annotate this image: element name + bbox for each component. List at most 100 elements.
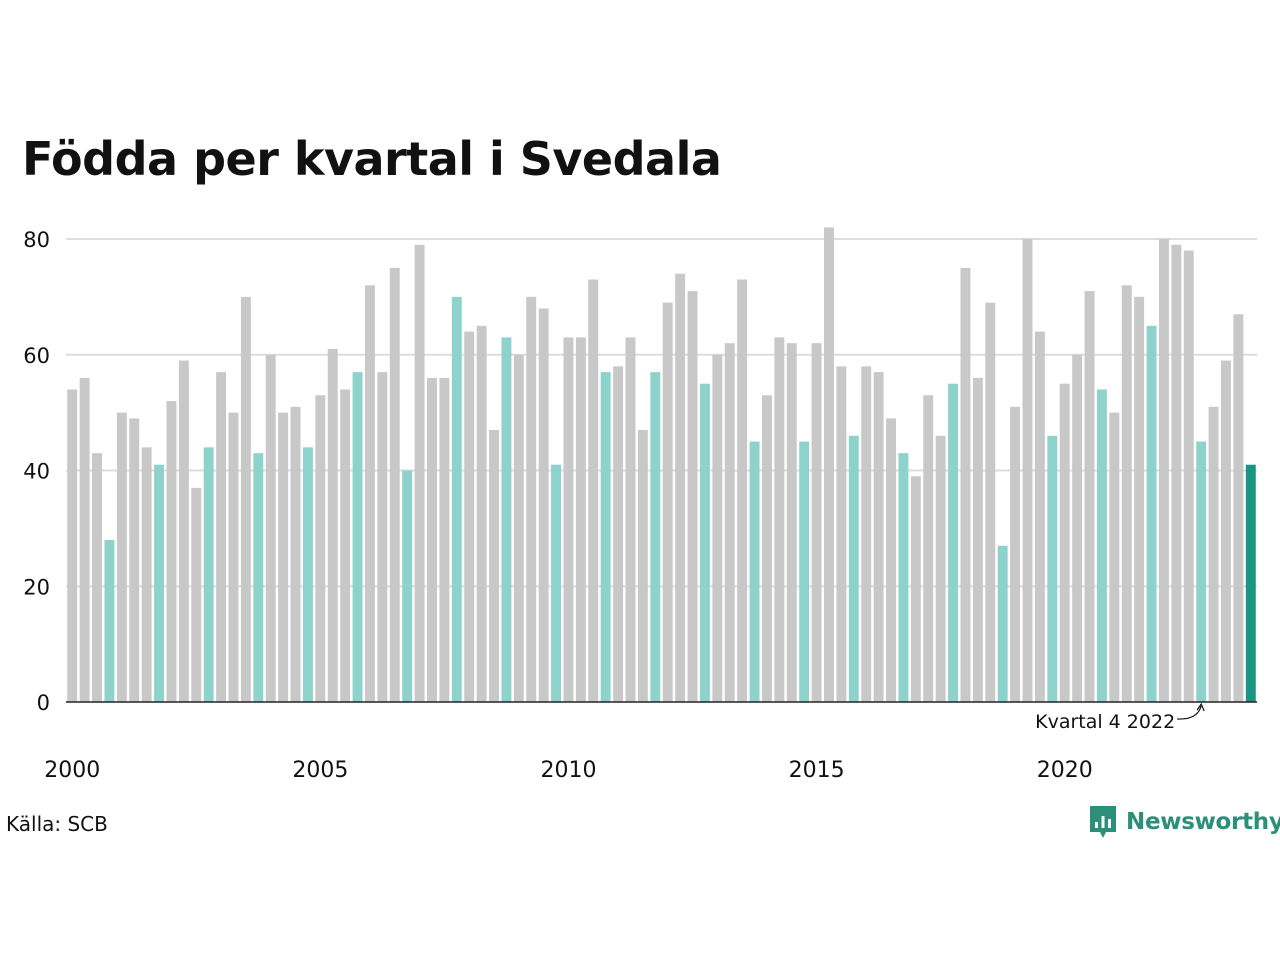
y-tick-label: 20 [23,575,50,599]
bar [588,279,599,702]
chart-title: Födda per kvartal i Svedala [22,132,722,186]
x-tick-label: 2020 [1037,758,1093,783]
bar [340,389,351,702]
bar [1196,441,1207,702]
bar [116,412,127,703]
bar [129,418,140,702]
annotation-arrow [1177,705,1202,720]
bar [265,354,276,702]
bar [166,401,177,702]
bar [898,453,909,702]
bar [625,337,636,702]
source-label: Källa: SCB [6,812,108,836]
bar [600,372,611,702]
bar [923,395,934,702]
bar [613,366,624,702]
bar [774,337,785,702]
bar [67,389,78,702]
bar [92,453,102,702]
bar [687,291,698,702]
annotation-arrowhead [1196,702,1205,712]
bar [848,435,859,702]
bar [489,429,499,702]
bar [786,343,797,702]
bar [910,476,921,702]
bar [402,470,413,702]
bar [451,296,462,703]
bar [1096,389,1107,702]
bar [427,377,437,702]
x-tick-label: 2015 [789,758,845,783]
bar [1047,435,1058,702]
bar [575,337,586,702]
bar [724,343,735,702]
bar [873,372,884,702]
bar [960,267,971,702]
bar [439,377,450,702]
bar [476,325,487,702]
bar [1183,250,1194,702]
bars [67,227,1256,703]
bar [699,383,710,702]
bar [526,296,537,703]
bar [538,308,549,702]
bar [551,464,562,702]
newsworthy-logo-icon [1090,806,1116,838]
bar [1233,314,1244,702]
annotation-label: Kvartal 4 2022 [1035,711,1175,733]
x-tick-label: 2005 [292,758,348,783]
bar [1121,285,1132,702]
bar [761,395,772,702]
y-tick-label: 0 [37,691,50,715]
bar [737,279,748,702]
bar [712,354,723,702]
y-tick-label: 60 [23,344,50,368]
bar [513,354,524,702]
bar [824,227,834,702]
bar [1158,239,1169,702]
bar [278,412,289,703]
bar [886,418,896,702]
bar [1059,383,1070,702]
bar [1245,464,1256,702]
bar [352,372,363,702]
bar [935,435,946,702]
bar [637,429,648,702]
bar [1171,244,1182,703]
y-tick-label: 40 [23,460,50,484]
y-tick-label: 80 [23,228,50,252]
x-tick-label: 2000 [44,758,100,783]
bar [662,302,673,702]
bar [1072,354,1083,702]
bar [948,383,959,702]
bar [799,441,810,702]
bar [1134,296,1145,703]
bar [154,464,165,702]
bar [253,453,264,702]
bar [290,406,301,702]
bar [191,487,202,702]
bar [985,302,996,702]
annotation-layer: Kvartal 4 2022 [1035,702,1205,733]
bar [178,360,189,702]
bar [836,366,847,702]
bar [302,447,313,702]
bar [377,372,388,702]
logo-text: Newsworthy [1126,809,1280,835]
bar [315,395,326,702]
bar [501,337,512,702]
bar [228,412,239,703]
bar [327,348,338,702]
bar [811,343,822,702]
bar [389,267,400,702]
bar [675,273,686,702]
bar [240,296,251,703]
bar [1109,412,1120,703]
bar [1022,239,1033,702]
bar [1034,331,1045,702]
bar [104,539,115,702]
bar [749,441,760,702]
bar [1208,406,1219,702]
bar [1146,325,1157,702]
